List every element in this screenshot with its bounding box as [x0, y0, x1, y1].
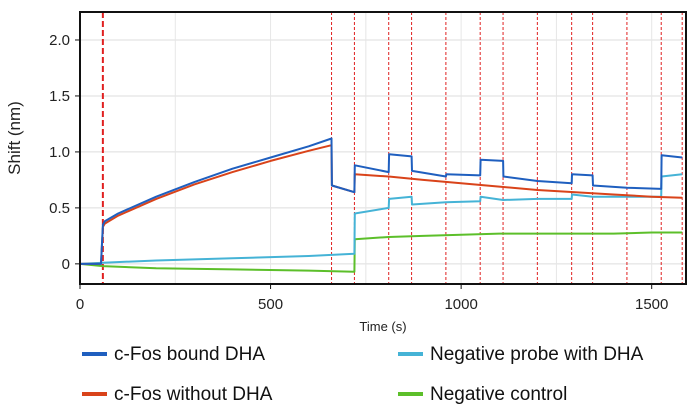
legend-label: Negative probe with DHA: [430, 344, 644, 365]
x-tick-label: 0: [76, 296, 84, 313]
y-axis-title: Shift (nm): [5, 101, 24, 175]
legend-label: c-Fos bound DHA: [114, 344, 265, 365]
legend: c-Fos bound DHA Negative probe with DHA c-…: [82, 344, 644, 405]
y-tick-label: 1.0: [49, 144, 70, 161]
x-tick-label: 1000: [444, 296, 477, 313]
legend-label: Negative control: [430, 384, 567, 405]
y-tick-label: 0: [62, 256, 70, 273]
series-lines: [79, 137, 683, 273]
x-tick-label: 1500: [635, 296, 668, 313]
series-line-c-fos-bound-dha: [80, 137, 683, 265]
y-tick-label: 1.5: [49, 88, 70, 105]
x-axis-ticks: 0 500 1000 1500: [76, 284, 668, 313]
y-tick-label: 0.5: [49, 200, 70, 217]
x-axis-title: Time (s): [359, 319, 406, 334]
series-line-negative-control: [79, 231, 683, 273]
legend-label: c-Fos without DHA: [114, 384, 273, 405]
x-tick-label: 500: [258, 296, 283, 313]
plot-frame: [79, 11, 687, 285]
series-line-negative-probe-with-dha: [79, 173, 683, 265]
y-axis-ticks: 0 0.5 1.0 1.5 2.0: [49, 32, 80, 273]
y-tick-label: 2.0: [49, 32, 70, 49]
